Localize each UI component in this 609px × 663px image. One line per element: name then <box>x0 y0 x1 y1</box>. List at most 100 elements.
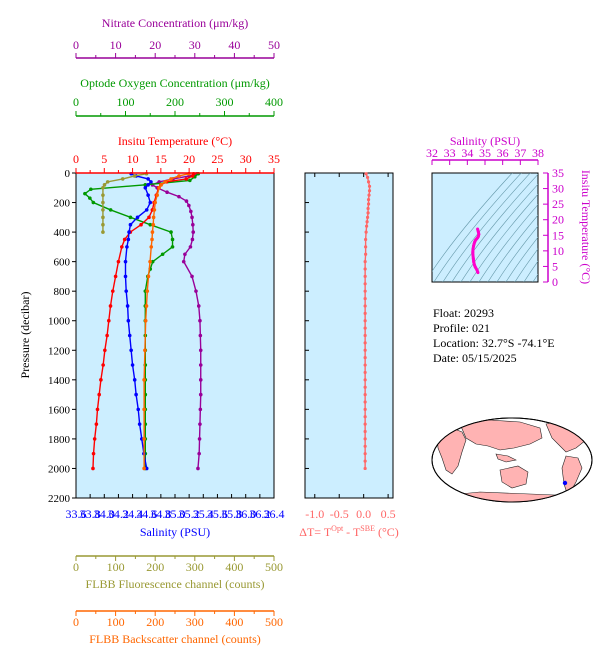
map-land-asia <box>459 419 543 451</box>
ts-point <box>472 260 476 264</box>
backscatter-axis-tick-label: 0 <box>73 615 79 629</box>
nitrate-axis-tick-label: 20 <box>149 38 161 52</box>
nitrate-point <box>198 318 202 323</box>
ts-point <box>471 257 475 261</box>
fluorescence-point <box>101 193 105 197</box>
delta-point <box>363 444 367 448</box>
map-land-australia <box>499 465 529 489</box>
nitrate-point <box>197 437 202 441</box>
salinity-tick-label: 34.2 <box>108 507 129 521</box>
temperature-point <box>92 437 97 441</box>
ts-xtick-label: 33 <box>444 146 456 160</box>
float-location-marker <box>562 480 568 486</box>
backscatter-point <box>155 193 159 197</box>
profile-date: Date: 05/15/2025 <box>433 351 517 365</box>
fluorescence-axis: 0 100 200 300 400 500 <box>73 555 283 574</box>
temperature-point <box>99 378 103 382</box>
ts-ytick-label: 10 <box>552 244 564 258</box>
density-contour <box>433 173 522 282</box>
backscatter-axis-tick-label: 100 <box>107 615 125 629</box>
backscatter-axis-tick-label: 200 <box>146 615 164 629</box>
nitrate-point <box>198 333 203 338</box>
ts-point <box>475 268 479 272</box>
delta-tick-label: 0.0 <box>356 507 371 521</box>
oxygen-point <box>128 215 133 220</box>
nitrate-point <box>190 215 194 220</box>
oxygen-axis-tick-label: 0 <box>73 95 79 109</box>
density-contour <box>523 260 538 282</box>
salinity-point <box>146 177 150 181</box>
temperature-axis-tick-label: 0 <box>73 152 79 166</box>
nitrate-point <box>183 252 187 257</box>
delta-point <box>367 189 372 193</box>
fluorescence-axis-tick-label: 300 <box>186 560 204 574</box>
delta-tick-label: -1.0 <box>305 507 324 521</box>
temperature-point <box>122 237 127 242</box>
salinity-tick-label: 35.6 <box>207 507 228 521</box>
ts-ytick-label: 30 <box>552 182 564 196</box>
backscatter-axis-tick-label: 400 <box>225 615 243 629</box>
nitrate-point <box>194 289 198 293</box>
nitrate-point <box>187 203 191 208</box>
temperature-axis-tick-label: 25 <box>211 152 223 166</box>
oxygen-point <box>169 230 173 234</box>
nitrate-axis-tick-label: 40 <box>228 38 240 52</box>
delta-point <box>363 333 367 338</box>
nitrate-point <box>191 230 196 234</box>
nitrate-axis-label: Nitrate Concentration (μm/kg) <box>102 16 248 30</box>
salinity-point <box>127 230 131 234</box>
backscatter-point <box>143 348 147 353</box>
oxygen-axis-label: Optode Oxygen Concentration (μm/kg) <box>80 76 269 90</box>
temperature-point <box>105 333 109 338</box>
delta-point <box>367 193 371 197</box>
delta-plot-area <box>304 172 394 499</box>
backscatter-point <box>143 318 148 323</box>
backscatter-point <box>150 230 155 234</box>
ts-point <box>476 230 480 234</box>
oxygen-point <box>143 183 148 187</box>
fluorescence-axis-label: FLBB Fluorescence channel (counts) <box>86 577 265 591</box>
ts-xtick-label: 37 <box>514 146 526 160</box>
density-contour <box>514 248 538 282</box>
delta-point <box>363 304 367 308</box>
backscatter-point <box>163 180 167 184</box>
salinity-tick-label: 36.2 <box>249 507 270 521</box>
salinity-tick-label: 35.4 <box>193 507 214 521</box>
delta-point <box>367 184 372 188</box>
delta-point <box>366 197 371 202</box>
nitrate-point <box>184 199 189 203</box>
map-land-africa-europe <box>436 427 467 475</box>
map-land-indonesia <box>495 453 517 463</box>
salinity-tick-label: 35.2 <box>179 507 200 521</box>
temperature-point <box>91 466 95 471</box>
ts-ytick-label: 20 <box>552 213 564 227</box>
ts-xtick-label: 32 <box>426 146 438 160</box>
oxygen-point <box>150 259 155 264</box>
salinity-point <box>124 289 129 293</box>
pressure-tick-label: 1400 <box>48 375 71 387</box>
nitrate-point <box>197 451 201 456</box>
ts-xtick-label: 38 <box>532 146 544 160</box>
delta-point <box>363 437 367 441</box>
salinity-point <box>125 245 129 249</box>
nitrate-point <box>177 194 181 199</box>
delta-point <box>363 260 367 264</box>
oxygen-axis-tick-label: 400 <box>265 95 283 109</box>
temperature-axis-tick-label: 30 <box>240 152 252 166</box>
ts-point <box>476 271 480 275</box>
salinity-point <box>127 333 132 338</box>
main-ylabel: Pressure (decibar) <box>18 292 32 379</box>
pressure-tick-label: 800 <box>54 286 71 298</box>
delta-point <box>366 202 371 206</box>
ts-xtick-label: 35 <box>479 146 491 160</box>
delta-point <box>363 348 367 352</box>
pressure-tick-label: 1800 <box>48 434 71 446</box>
temperature-point <box>184 177 189 181</box>
pressure-tick-label: 2000 <box>48 463 71 475</box>
delta-point <box>364 237 368 242</box>
pressure-tick-label: 1000 <box>48 316 71 328</box>
ts-ytick-label: 5 <box>552 259 558 273</box>
density-contour <box>469 193 538 282</box>
oxygen-point <box>188 178 192 183</box>
fluorescence-point <box>101 222 105 227</box>
